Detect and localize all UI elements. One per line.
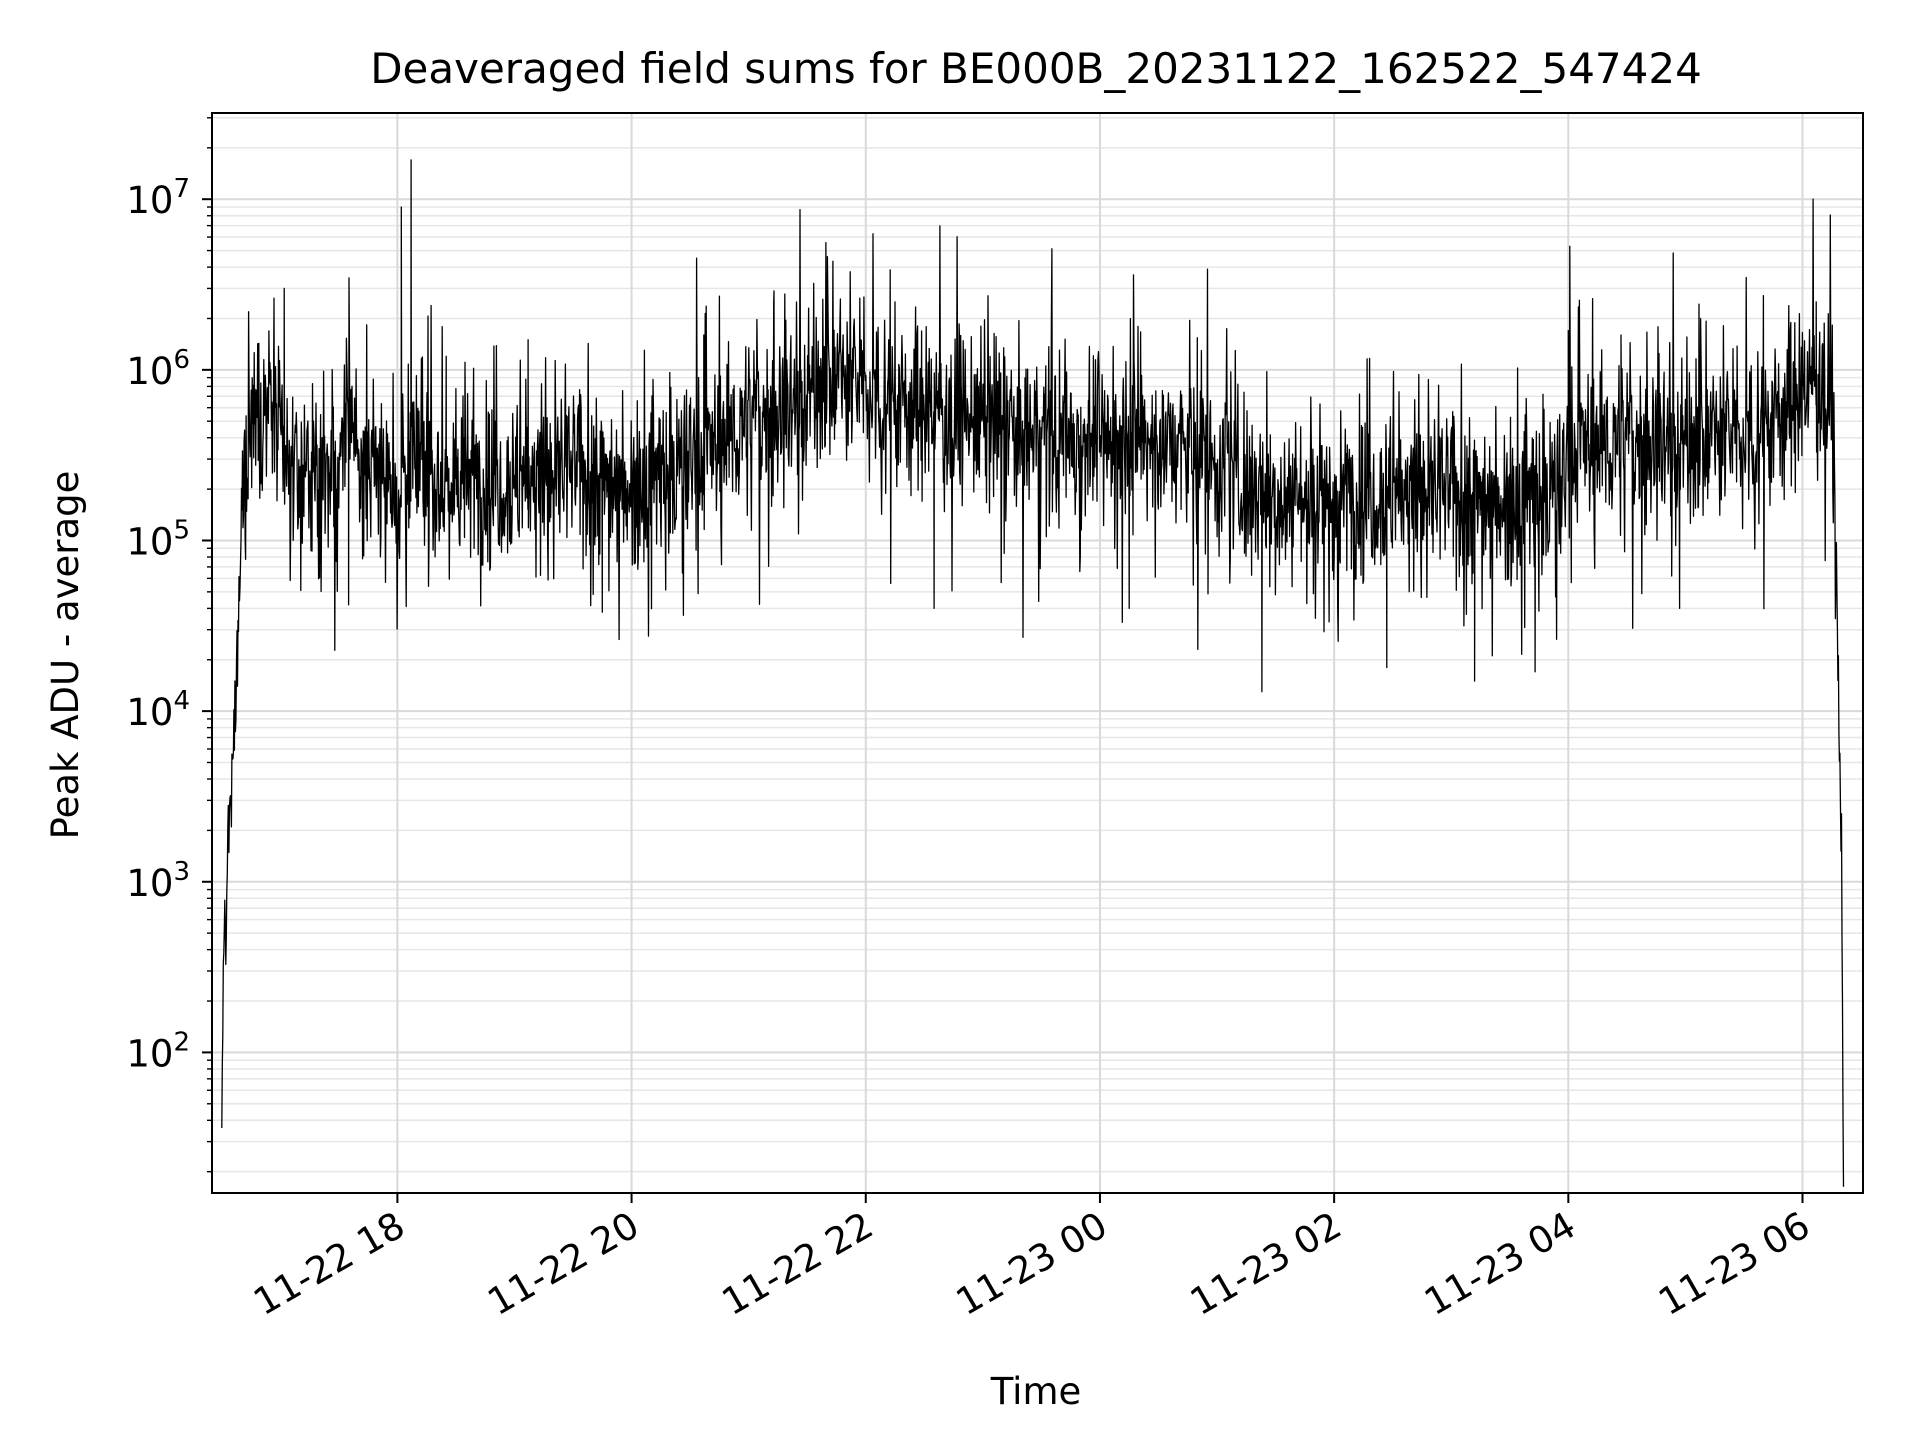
plot-frame [211, 112, 1864, 1194]
x-tick-label: 11-23 00 [949, 1204, 1115, 1324]
series-line [221, 159, 1845, 1187]
y-tick-base: 10 [126, 179, 173, 222]
x-tick-label: 11-22 18 [246, 1204, 412, 1324]
y-tick-label: 102 [126, 1027, 190, 1075]
y-tick-base: 10 [126, 520, 173, 563]
x-tick-label: 11-22 20 [481, 1204, 647, 1324]
y-tick-base: 10 [126, 691, 173, 734]
axis-ticks [202, 117, 1804, 1203]
y-tick-label: 107 [126, 174, 190, 222]
y-tick-exponent: 3 [173, 857, 190, 887]
x-tick-label: 11-23 06 [1651, 1204, 1817, 1324]
y-tick-label: 106 [126, 345, 190, 393]
y-tick-exponent: 2 [173, 1027, 190, 1057]
y-tick-base: 10 [126, 862, 173, 905]
y-tick-label: 104 [126, 686, 190, 734]
y-tick-base: 10 [126, 350, 173, 393]
y-tick-base: 10 [126, 1032, 173, 1075]
chart-title: Deaveraged field sums for BE000B_2023112… [370, 44, 1702, 93]
grid [212, 113, 1863, 1193]
y-tick-exponent: 6 [173, 345, 190, 375]
x-axis-label: Time [990, 1370, 1082, 1413]
series-layer [221, 159, 1845, 1187]
y-tick-exponent: 5 [173, 515, 190, 545]
y-tick-label: 103 [126, 857, 190, 905]
x-tick-label: 11-23 02 [1183, 1204, 1349, 1324]
y-tick-exponent: 4 [173, 686, 190, 716]
x-tick-label: 11-23 04 [1417, 1204, 1583, 1324]
y-axis-label: Peak ADU - average [44, 471, 87, 840]
y-tick-label: 105 [126, 515, 190, 563]
y-tick-exponent: 7 [173, 174, 190, 204]
x-tick-labels: 11-22 18 11-22 20 11-22 22 11-23 00 11-23 02… [246, 1204, 1817, 1324]
x-tick-label: 11-22 22 [715, 1204, 881, 1324]
